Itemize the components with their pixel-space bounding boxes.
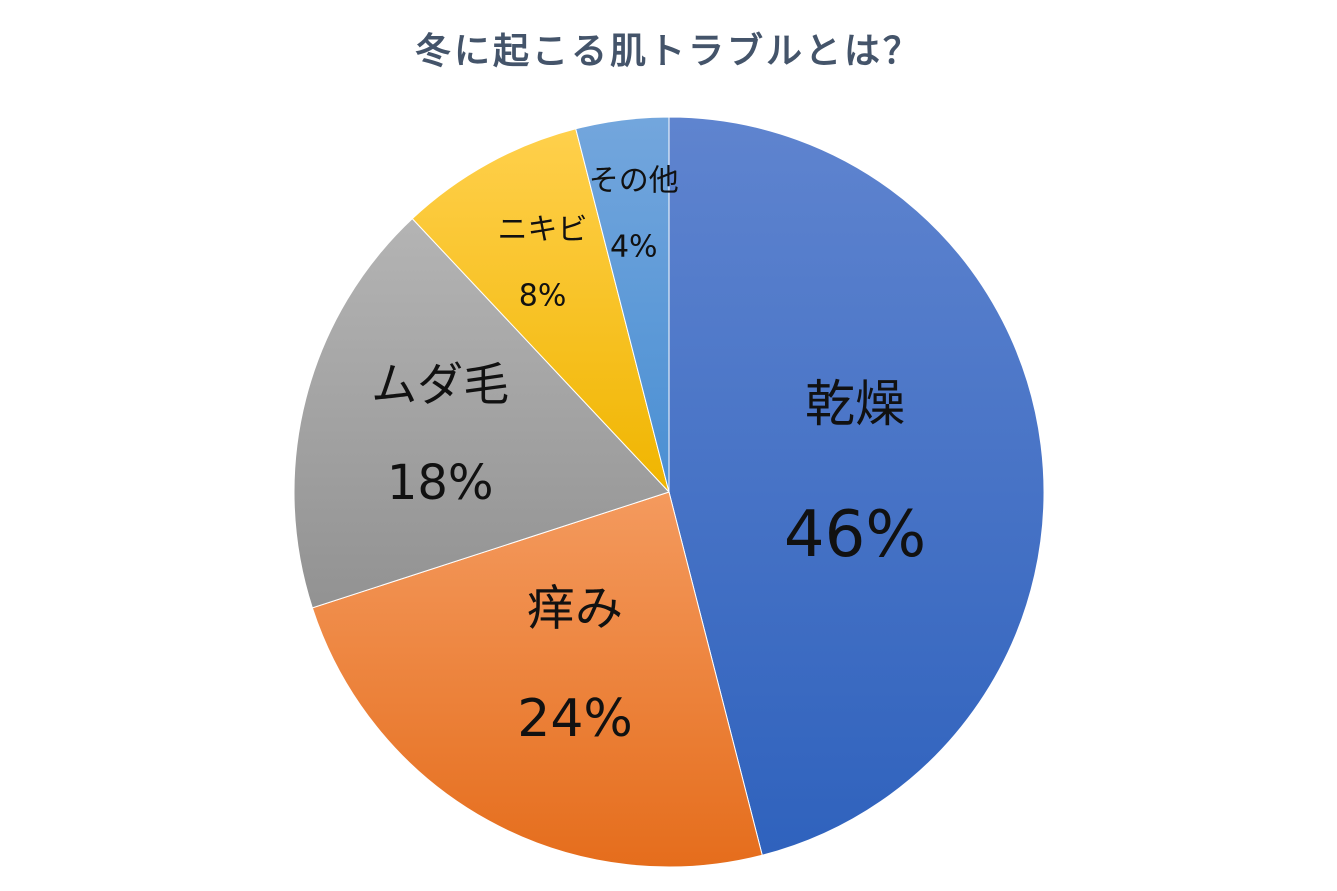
pie-slice-4	[411, 128, 670, 493]
slice-value-label: 8%	[519, 278, 567, 313]
slice-category-label: ニキビ	[498, 212, 588, 247]
pie-slice-3	[293, 217, 670, 609]
slice-value-label: 46%	[784, 498, 926, 572]
pie-slice-2	[311, 491, 763, 868]
slice-category-label: その他	[589, 163, 679, 198]
pie-slice-5	[575, 116, 670, 493]
slice-value-label: 4%	[610, 229, 658, 264]
slice-category-label: 乾燥	[805, 375, 905, 433]
pie-slice-1	[668, 116, 1045, 856]
slice-value-label: 18%	[387, 455, 494, 511]
slice-value-label: 24%	[517, 689, 633, 749]
chart-title: 冬に起こる肌トラブルとは？	[414, 31, 922, 72]
slice-category-label: 痒み	[527, 581, 623, 637]
slice-category-label: ムダ毛	[371, 357, 509, 411]
